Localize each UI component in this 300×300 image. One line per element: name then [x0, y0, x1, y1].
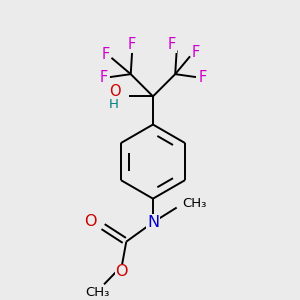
- Text: F: F: [102, 47, 110, 62]
- Text: H: H: [109, 98, 118, 111]
- Text: O: O: [116, 264, 128, 279]
- Text: CH₃: CH₃: [183, 197, 207, 210]
- Text: CH₃: CH₃: [85, 286, 110, 299]
- Text: F: F: [99, 70, 108, 85]
- Text: F: F: [168, 37, 176, 52]
- Text: F: F: [128, 37, 136, 52]
- Text: F: F: [198, 70, 207, 85]
- Text: N: N: [147, 215, 159, 230]
- Text: O: O: [84, 214, 97, 229]
- Text: O: O: [109, 84, 120, 99]
- Text: F: F: [191, 45, 200, 60]
